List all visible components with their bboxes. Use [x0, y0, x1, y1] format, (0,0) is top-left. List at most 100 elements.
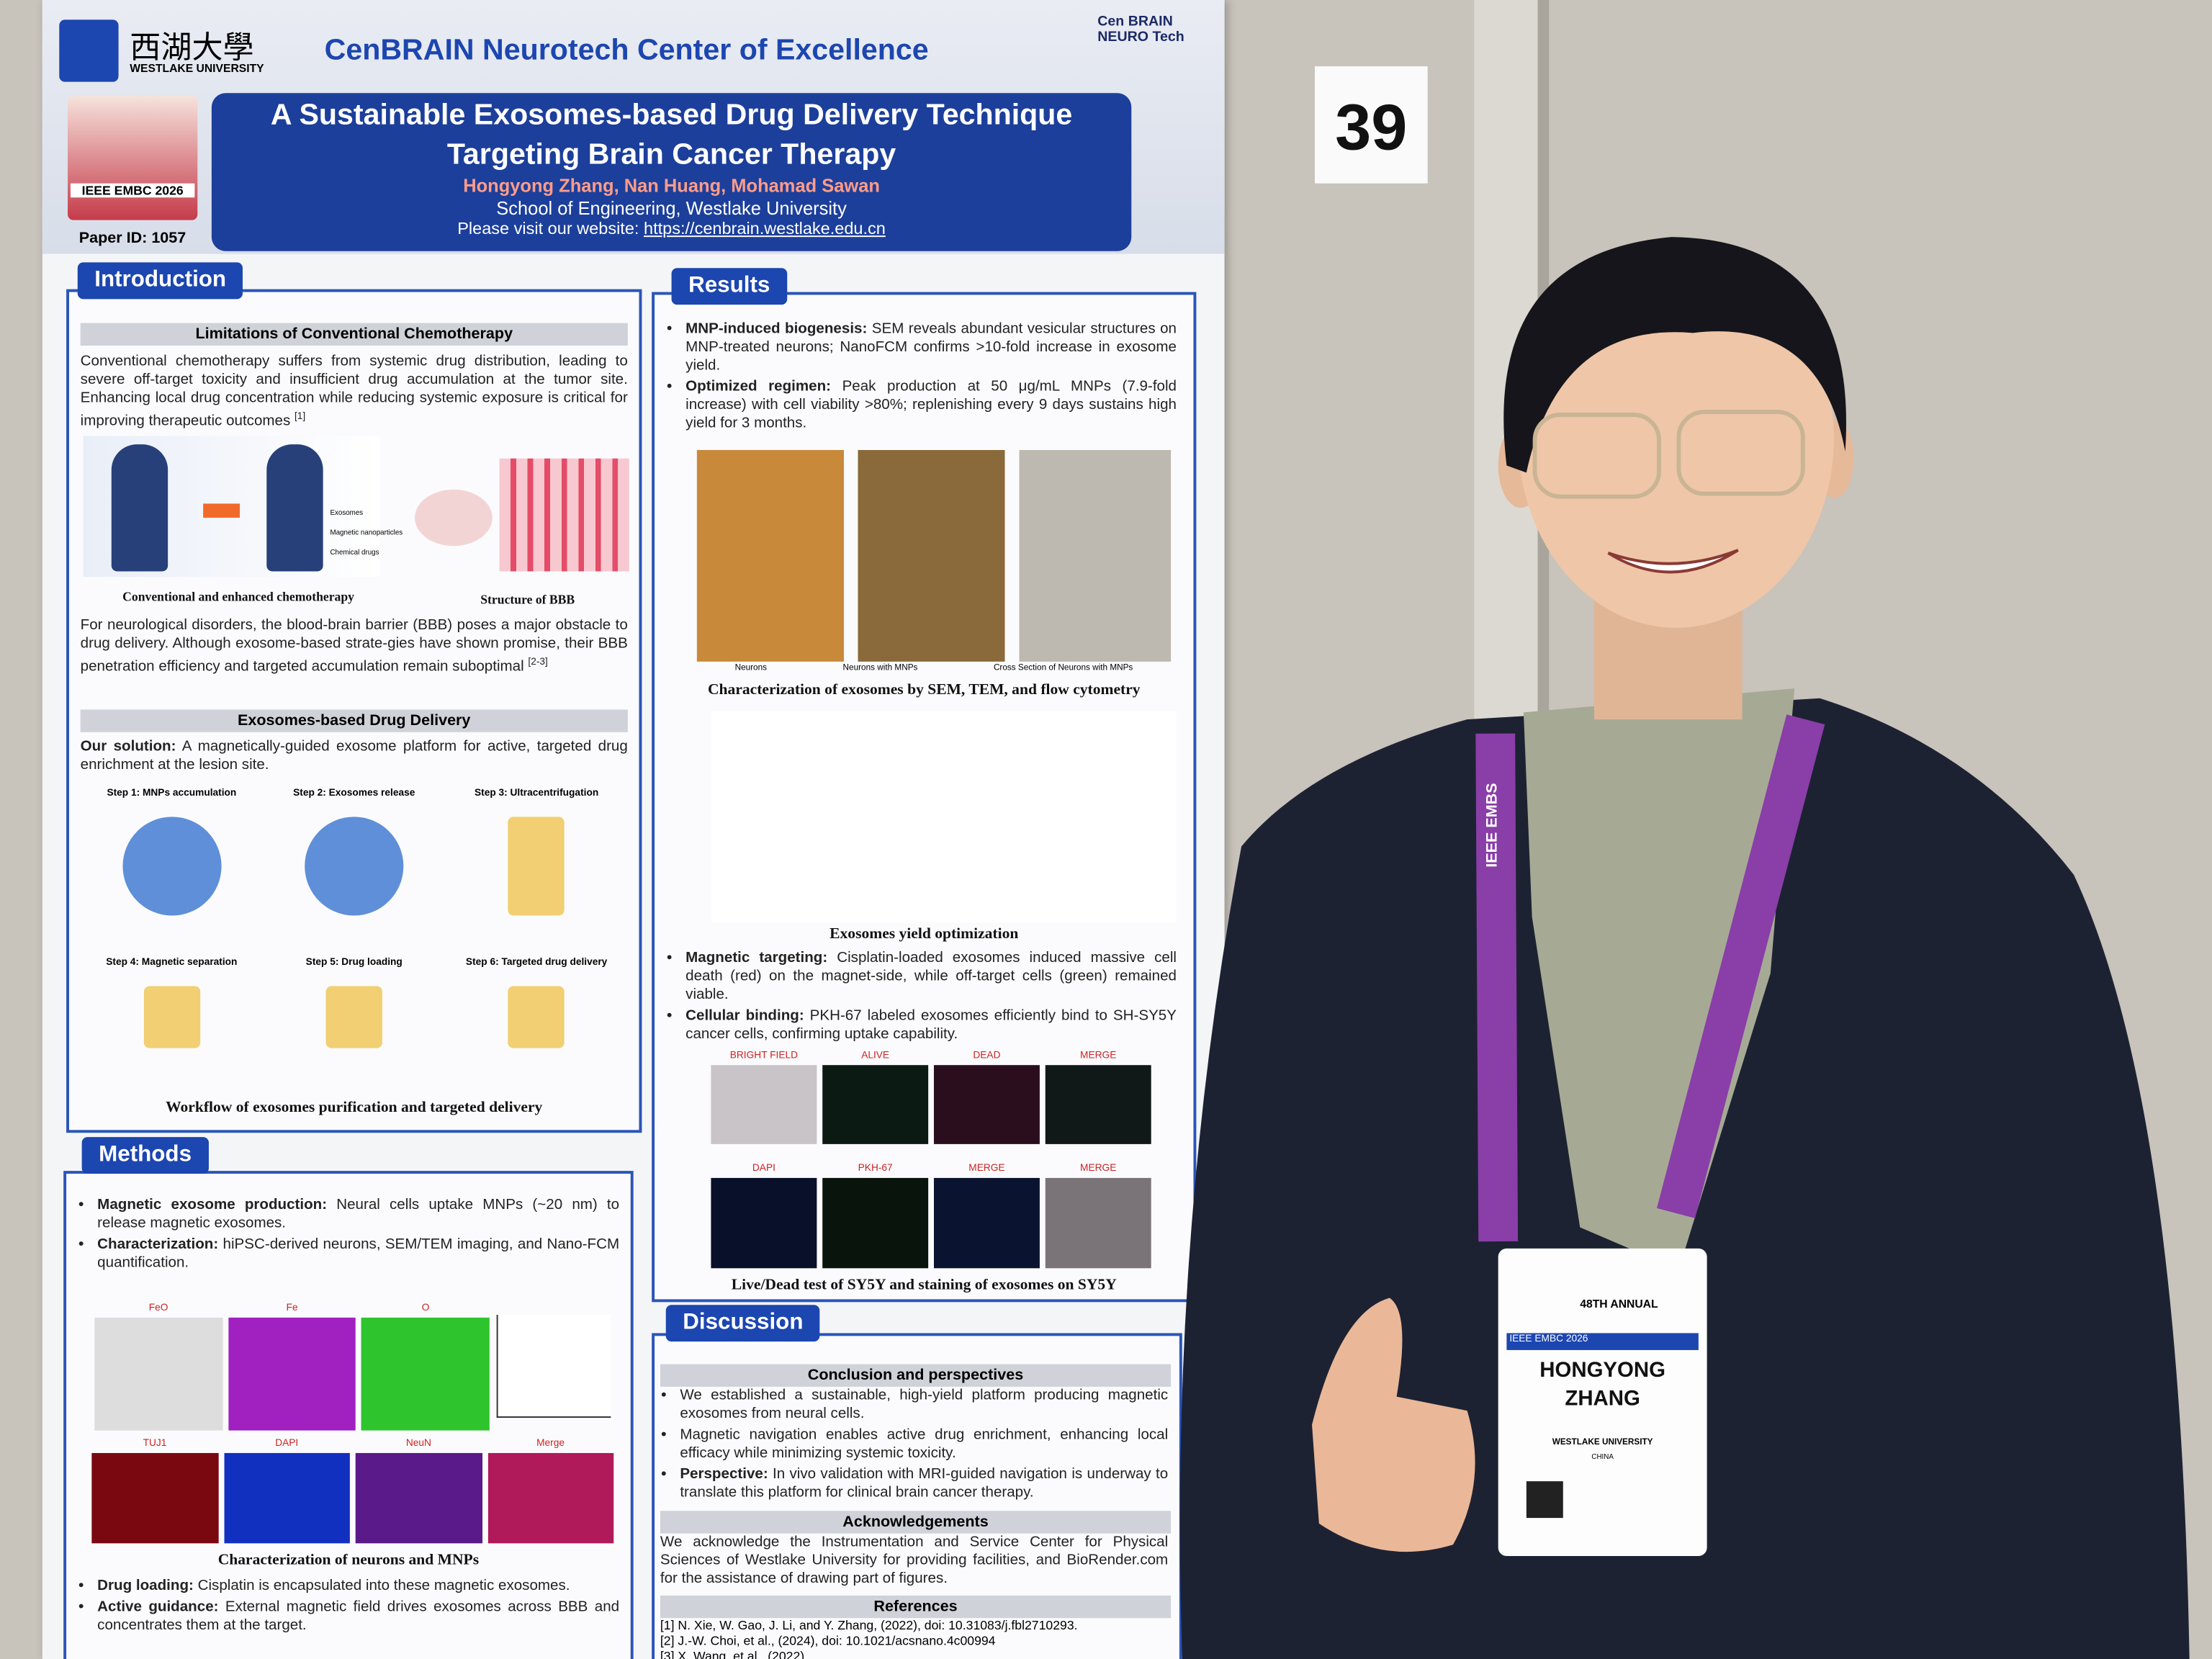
badge	[1498, 1248, 1707, 1556]
list: MNP-induced biogenesis: SEM reveals abun…	[666, 320, 1177, 433]
bullet-label: Cellular binding:	[685, 1007, 804, 1025]
list: Magnetic exosome production: Neural cell…	[78, 1196, 619, 1272]
step-figure	[305, 817, 404, 916]
panel-row: DAPI PKH-67 MERGE MERGE	[711, 1164, 1151, 1269]
figure-caption: Structure of BBB	[480, 592, 575, 607]
subheading: Acknowledgements	[660, 1511, 1172, 1534]
text: Conventional chemotherapy suffers from s…	[80, 352, 628, 430]
bullet-text: In vivo validation with MRI-guided navig…	[680, 1465, 1169, 1501]
step-figure	[325, 986, 382, 1048]
paragraph: For neurological disorders, the blood-br…	[81, 616, 628, 676]
panel-label: ALIVE	[861, 1051, 890, 1061]
histogram-panel	[496, 1314, 611, 1418]
panel-image	[223, 1452, 350, 1544]
bullet-text: Magnetic navigation enables active drug …	[680, 1426, 1169, 1462]
hair	[1503, 237, 1846, 473]
citation: [2-3]	[528, 657, 548, 667]
panel-label: DAPI	[752, 1164, 775, 1174]
figure-caption: Characterization of neurons and MNPs	[217, 1552, 480, 1569]
poster: 西湖大學 WESTLAKE UNIVERSITY CenBRAIN Neurot…	[42, 0, 1225, 1659]
bullet: Optimized regimen: Peak production at 50…	[685, 378, 1177, 433]
bullet-text: Neural cells uptake MNPs (~20 nm) to rel…	[97, 1196, 620, 1232]
citation: [1]	[294, 412, 306, 422]
workflow: Step 1: MNPs accumulation Step 2: Exosome…	[81, 788, 628, 1084]
bullet: Magnetic targeting: Cisplatin-loaded exo…	[685, 950, 1177, 1004]
qr-code	[1526, 1481, 1563, 1519]
panel: PKH-67	[822, 1164, 929, 1269]
title-line: A Sustainable Exosomes-based Drug Delive…	[270, 99, 1073, 132]
panel: MERGE	[1045, 1164, 1151, 1269]
panel-label: MERGE	[968, 1164, 1005, 1174]
bullet-text: Peak production at 50 μg/mL MNPs (7.9-fo…	[685, 378, 1177, 432]
yield-charts	[711, 711, 1177, 923]
sem-labels: Neurons Neurons with MNPs Cross Section of…	[697, 665, 1171, 673]
panel-image	[487, 1452, 614, 1544]
conference-logo	[68, 96, 198, 220]
workflow-step: Step 4: Magnetic separation	[81, 958, 263, 1084]
panel-image	[1045, 1065, 1151, 1144]
smile	[1607, 549, 1739, 574]
subheading: Limitations of Conventional Chemotherapy	[80, 323, 628, 346]
bullet-label: Magnetic exosome production:	[97, 1196, 328, 1213]
panel-image	[711, 1065, 817, 1144]
figure-caption: Characterization of exosomes by SEM, TEM…	[707, 681, 1141, 698]
list: Drug loading: Cisplatin is encapsulated …	[78, 1577, 619, 1635]
step-figure	[508, 817, 565, 916]
university-logo	[59, 19, 119, 82]
bullet: MNP-induced biogenesis: SEM reveals abun…	[685, 320, 1177, 375]
step-figure	[143, 986, 200, 1048]
lanyard	[1656, 714, 1825, 1218]
panel-image	[355, 1452, 482, 1544]
center-name: CenBRAIN Neurotech Center of Excellence	[324, 34, 929, 67]
badge-org: WESTLAKE UNIVERSITY	[1552, 1439, 1653, 1448]
panel-label: NeuN	[405, 1439, 431, 1449]
step-label: Step 4: Magnetic separation	[106, 958, 238, 968]
authors: Hongyong Zhang, Nan Huang, Mohamad Sawan	[463, 174, 880, 197]
list-item: Cross Section of Neurons with MNPs	[993, 664, 1133, 673]
bullet-text: External magnetic field drives exosomes …	[97, 1598, 620, 1634]
step-label: Step 3: Ultracentrifugation	[474, 788, 599, 799]
panel-row: FeO Fe O	[94, 1303, 490, 1431]
title-box: A Sustainable Exosomes-based Drug Delive…	[211, 93, 1132, 251]
step-figure	[508, 986, 565, 1048]
panel-label: MERGE	[1080, 1164, 1117, 1174]
list: Magnetic targeting: Cisplatin-loaded exo…	[666, 950, 1177, 1044]
panel-image	[933, 1177, 1040, 1269]
list-item: Neurons	[734, 664, 768, 673]
introduction-section: Limitations of Conventional Chemotherapy…	[66, 289, 642, 1133]
panel-image	[711, 1177, 817, 1269]
step-label: Step 6: Targeted drug delivery	[465, 958, 608, 968]
subheading: Conclusion and perspectives	[660, 1364, 1172, 1387]
bullet-label: Perspective:	[680, 1465, 768, 1483]
panel: DAPI	[223, 1439, 350, 1544]
bullet-text: hiPSC-derived neurons, SEM/TEM imaging, …	[97, 1236, 620, 1272]
subheading: References	[660, 1595, 1172, 1619]
panel-label: DEAD	[973, 1051, 1001, 1061]
section-tab: Methods	[81, 1137, 209, 1174]
badge-country: CHINA	[1591, 1452, 1614, 1462]
panel: Fe	[228, 1303, 356, 1431]
shirt	[1523, 688, 1795, 1270]
website[interactable]: https://cenbrain.westlake.edu.cn	[644, 218, 886, 239]
bullet-text: We established a sustainable, high-yield…	[680, 1386, 1169, 1422]
title-line: Targeting Brain Cancer Therapy	[446, 138, 896, 171]
bullet-list: MNP-induced biogenesis: SEM reveals abun…	[666, 320, 1177, 436]
panel-image	[228, 1317, 356, 1431]
step-label: Step 2: Exosomes release	[293, 788, 415, 799]
badge-event: IEEE EMBC 2026	[1509, 1334, 1588, 1345]
bullet-text: PKH-67 labeled exosomes efficiently bind…	[685, 1007, 1177, 1043]
conference-name: IEEE EMBC 2026	[70, 183, 195, 198]
panel: Merge	[487, 1439, 614, 1544]
panel-image	[933, 1065, 1040, 1144]
section-tab: Results	[671, 268, 787, 305]
panel: ALIVE	[822, 1051, 929, 1144]
panel: MERGE	[1045, 1051, 1151, 1144]
paper-id: Paper ID: 1057	[78, 230, 186, 247]
bbb-figure	[499, 458, 629, 572]
panel: TUJ1	[91, 1439, 218, 1544]
bullet-text: Cisplatin-loaded exosomes induced massiv…	[685, 949, 1177, 1003]
glasses	[1532, 413, 1661, 499]
affiliation: School of Engineering, Westlake Universi…	[496, 197, 847, 219]
